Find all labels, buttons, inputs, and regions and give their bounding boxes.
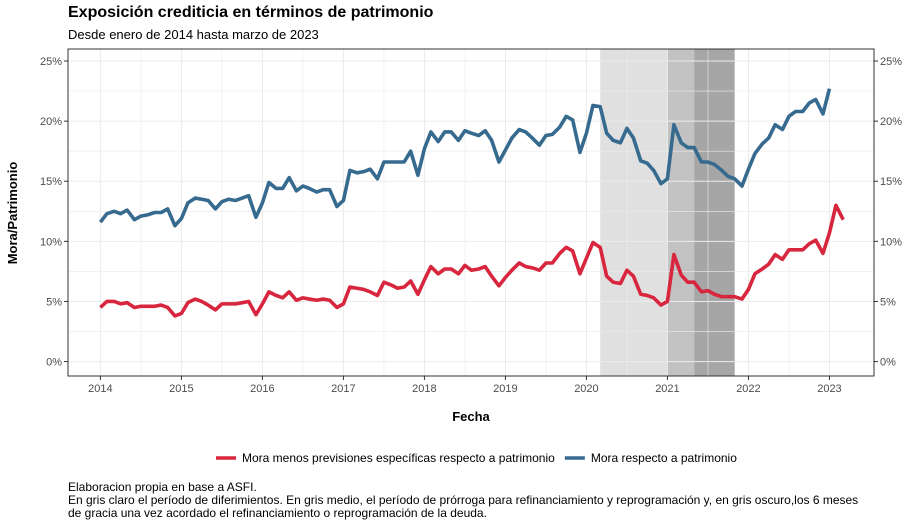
x-tick-label: 2014 xyxy=(88,383,112,395)
y2-tick-label: 25% xyxy=(880,56,902,68)
series-line-mora xyxy=(98,88,832,228)
series-line-mora-neta xyxy=(99,203,845,318)
gridlines xyxy=(68,49,874,376)
shaded-periods xyxy=(600,49,735,376)
legend: Mora menos previsiones específicas respe… xyxy=(216,451,737,465)
y-tick-label: 10% xyxy=(40,236,62,248)
x-tick-label: 2020 xyxy=(574,383,598,395)
y-tick-label: 0% xyxy=(46,357,62,369)
x-tick-label: 2021 xyxy=(655,383,679,395)
x-tick-label: 2015 xyxy=(169,383,193,395)
x-tick-label: 2023 xyxy=(817,383,841,395)
y-axis-label: Mora/Patrimonio xyxy=(5,162,20,265)
x-tick-label: 2022 xyxy=(736,383,760,395)
panel-border xyxy=(67,48,875,377)
legend-label: Mora respecto a patrimonio xyxy=(591,451,737,465)
shaded-period-dark xyxy=(694,49,735,376)
caption-line: Elaboracion propia en base a ASFI. xyxy=(68,480,257,494)
y-tick-label: 5% xyxy=(46,296,62,308)
x-tick-label: 2019 xyxy=(493,383,517,395)
shaded-period-medium xyxy=(667,49,695,376)
y-tick-label: 20% xyxy=(40,116,62,128)
y2-tick-label: 0% xyxy=(880,357,896,369)
caption-line: de gracia una vez acordado el refinancia… xyxy=(68,506,487,520)
x-tick-label: 2017 xyxy=(331,383,355,395)
series-lines xyxy=(98,88,845,318)
axes: 0% 0% 5% 5% 10% 10% 15% 15% 20% 20% 25% 25% 2014 2015… xyxy=(40,56,902,395)
chart-title: Exposición crediticia en términos de pat… xyxy=(68,4,434,21)
legend-label: Mora menos previsiones específicas respe… xyxy=(242,451,555,465)
chart-subtitle: Desde enero de 2014 hasta marzo de 2023 xyxy=(68,27,319,42)
y-tick-label: 15% xyxy=(40,176,62,188)
y2-tick-label: 5% xyxy=(880,296,896,308)
caption-line: En gris claro el período de diferimiento… xyxy=(68,493,859,507)
x-tick-label: 2018 xyxy=(412,383,436,395)
y-tick-label: 25% xyxy=(40,56,62,68)
y2-tick-label: 20% xyxy=(880,116,902,128)
y2-tick-label: 15% xyxy=(880,176,902,188)
x-tick-label: 2016 xyxy=(250,383,274,395)
shaded-period-light xyxy=(600,49,668,376)
y2-tick-label: 10% xyxy=(880,236,902,248)
caption: Elaboracion propia en base a ASFI. En gr… xyxy=(68,481,898,520)
x-axis-label: Fecha xyxy=(452,409,490,424)
